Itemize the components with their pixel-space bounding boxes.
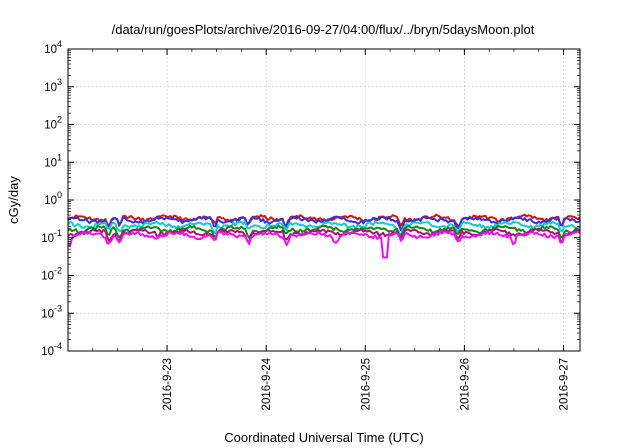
y-tick-exponent: -4 [54, 341, 62, 351]
series-line [67, 228, 581, 244]
series-lines [67, 213, 581, 259]
y-tick-exponent: 0 [57, 190, 62, 200]
chart-title: /data/run/goesPlots/archive/2016-09-27/0… [112, 22, 535, 37]
series-line [67, 230, 581, 259]
x-tick-label: 2016-9-24 [261, 357, 273, 410]
y-tick-base: 10 [41, 308, 54, 320]
y-tick-label: 10-3 [41, 303, 62, 320]
y-tick-exponent: 2 [57, 115, 62, 125]
x-axis-title: Coordinated Universal Time (UTC) [224, 430, 423, 445]
y-tick-base: 10 [41, 271, 54, 283]
y-tick-base: 10 [41, 233, 54, 245]
y-tick-exponent: -3 [54, 303, 62, 313]
y-tick-exponent: 1 [57, 152, 62, 162]
x-tick-label: 2016-9-25 [360, 358, 372, 410]
y-tick-exponent: 3 [57, 77, 62, 87]
y-tick-base: 10 [41, 346, 54, 358]
y-tick-exponent: 4 [57, 39, 62, 49]
y-tick-base: 10 [44, 82, 57, 94]
y-tick-label: 10-1 [41, 228, 62, 245]
y-tick-label: 100 [44, 190, 62, 207]
y-tick-base: 10 [44, 157, 57, 169]
ticks [68, 48, 580, 352]
series-line [67, 224, 581, 239]
x-tick-label: 2016-9-27 [558, 358, 570, 410]
y-axis-title: cGy/day [6, 176, 21, 224]
y-tick-label: 104 [44, 39, 62, 56]
y-tick-label: 102 [44, 115, 62, 132]
y-tick-label: 101 [44, 152, 62, 169]
y-tick-base: 10 [44, 44, 57, 56]
y-tick-exponent: -2 [54, 266, 62, 276]
y-tick-label: 103 [44, 77, 62, 94]
series-line [67, 215, 581, 231]
grid [68, 49, 580, 351]
y-tick-base: 10 [44, 195, 57, 207]
series-line [67, 220, 581, 238]
y-tick-exponent: -1 [54, 228, 62, 238]
y-tick-label: 10-2 [41, 266, 62, 283]
x-tick-label: 2016-9-26 [459, 358, 471, 410]
y-tick-base: 10 [44, 120, 57, 132]
x-ticks: 2016-9-23 2016-9-24 2016-9-25 2016-9-26 2016… [162, 357, 570, 410]
x-tick-label: 2016-9-23 [162, 358, 174, 410]
y-tick-label: 10-4 [41, 341, 62, 358]
